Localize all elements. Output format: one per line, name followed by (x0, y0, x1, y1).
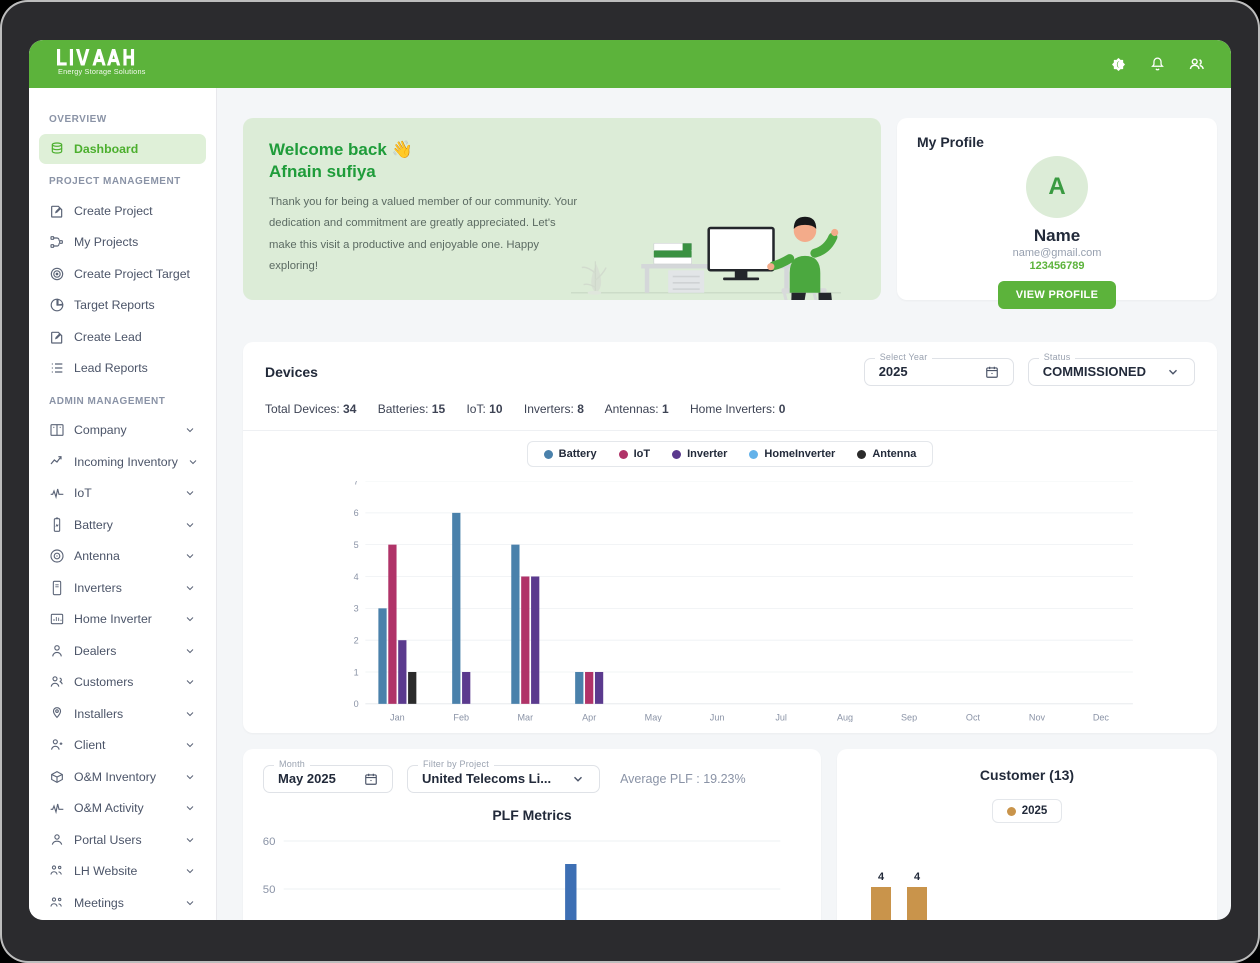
svg-text:Aug: Aug (837, 712, 853, 722)
svg-text:Jun: Jun (710, 712, 725, 722)
svg-text:6: 6 (354, 508, 359, 518)
svg-text:Jan: Jan (390, 712, 405, 722)
svg-text:Feb: Feb (453, 712, 469, 722)
svg-text:Oct: Oct (966, 712, 981, 722)
svg-text:4: 4 (914, 871, 921, 883)
svg-text:Sep: Sep (901, 712, 917, 722)
svg-text:May: May (645, 712, 663, 722)
svg-text:50: 50 (263, 884, 275, 896)
svg-text:Dec: Dec (1093, 712, 1110, 722)
svg-text:Mar: Mar (517, 712, 533, 722)
svg-text:60: 60 (263, 836, 275, 848)
svg-text:Apr: Apr (582, 712, 596, 722)
svg-text:2: 2 (354, 636, 359, 646)
svg-text:Nov: Nov (1029, 712, 1046, 722)
svg-text:7: 7 (354, 481, 359, 486)
svg-text:3: 3 (354, 604, 359, 614)
svg-text:5: 5 (354, 540, 359, 550)
svg-text:4: 4 (878, 871, 885, 883)
svg-text:Jul: Jul (775, 712, 787, 722)
svg-text:1: 1 (354, 667, 359, 677)
svg-text:0: 0 (354, 699, 359, 709)
svg-text:4: 4 (354, 572, 359, 582)
